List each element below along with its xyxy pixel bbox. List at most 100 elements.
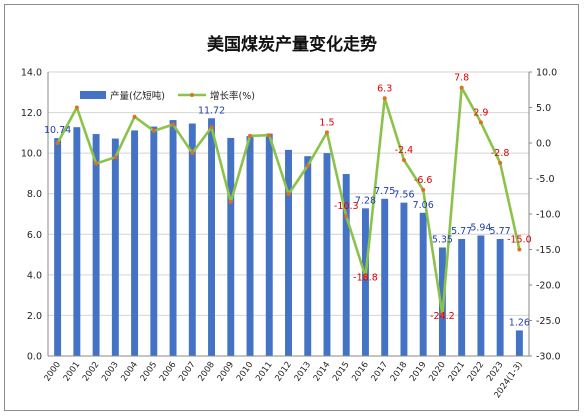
chart-title: 美国煤炭产量变化走势 [207,34,377,55]
growth-data-label: -6.6 [414,175,433,186]
line-layer [55,85,522,317]
growth-point [74,105,79,110]
left-axis-tick-label: 12.0 [21,108,42,119]
growth-point [113,155,118,160]
growth-data-label: 7.8 [454,73,469,84]
left-axis-tick-label: 6.0 [27,230,42,241]
bar [381,198,389,356]
growth-point [132,114,137,119]
bar [92,134,100,356]
growth-point [286,192,291,197]
x-tick-label: 2010 [235,360,256,383]
right-axis-tick-label: -30.0 [536,352,561,363]
bar [496,238,504,356]
x-tick-label: 2018 [389,360,410,383]
bar [150,126,158,356]
growth-point [440,312,445,317]
right-axis-tick-label: -25.0 [536,316,561,327]
bar [304,156,312,356]
x-tick-label: 2006 [158,360,179,383]
growth-point [228,199,233,204]
bar [265,133,273,356]
growth-data-label: -18.8 [353,272,378,283]
bar [342,174,350,356]
x-tick-label: 2022 [466,360,487,383]
bar [208,118,216,356]
left-axis-tick-label: 4.0 [27,270,42,281]
bar [131,130,139,356]
growth-data-label: 2.9 [473,107,488,118]
x-tick-label: 2008 [196,360,217,383]
growth-point [401,158,406,163]
growth-point [324,130,329,135]
growth-point [421,187,426,192]
x-tick-label: 2002 [81,360,102,383]
legend: 产量(亿短吨) 增长率(%) [80,90,255,102]
bar-data-label: 7.75 [374,186,395,197]
bar [458,238,466,356]
growth-point [209,125,214,130]
growth-point [55,141,60,145]
growth-point [382,96,387,101]
growth-data-label: -15.0 [507,235,532,246]
bar [515,330,523,356]
bar [477,235,485,356]
legend-bar-swatch [80,91,106,99]
bar [227,137,235,356]
growth-point [94,161,99,166]
x-tick-label: 2000 [42,360,63,383]
x-tick-label: 2012 [273,360,294,383]
bar [111,138,119,356]
growth-point [363,274,368,279]
growth-point [459,85,464,90]
right-axis-tick-label: -15.0 [536,245,561,256]
bar-data-label: 5.94 [470,223,491,234]
left-axis-tick-label: 8.0 [27,189,42,200]
right-axis-tick-label: -10.0 [536,210,561,221]
bar-data-label: 1.26 [509,317,530,328]
label-layer: 10.7411.727.287.757.567.065.355.775.945.… [44,73,532,329]
left-axis-tick-label: 10.0 [21,149,42,160]
bar-data-label: 5.77 [490,226,511,237]
growth-data-label: -10.3 [334,201,359,212]
bar-data-label: 5.35 [432,234,453,245]
growth-point [151,128,156,133]
bar-data-label: 7.06 [413,200,434,211]
bar-data-label: 10.74 [44,125,71,136]
bar [188,123,196,356]
growth-data-label: -24.2 [430,311,455,322]
x-tick-label: 2009 [216,360,237,383]
bar-data-label: 11.72 [198,105,225,116]
growth-data-label: 1.5 [319,117,334,128]
legend-line-label: 增长率(%) [210,90,255,102]
growth-point [248,133,253,138]
right-axis-tick-label: 5.0 [536,103,551,114]
growth-point [344,214,349,219]
left-axis-tick-label: 2.0 [27,311,42,322]
growth-data-label: 6.3 [377,83,392,94]
growth-point [517,247,522,252]
x-tick-label: 2011 [254,360,275,383]
growth-point [498,160,503,165]
bar [54,138,62,356]
growth-point [305,163,310,168]
bar [73,127,81,356]
x-tick-label: 2015 [331,360,352,383]
bar [246,136,254,356]
right-axis-tick-label: 0.0 [536,139,551,150]
bar [285,149,292,356]
legend-bar-label: 产量(亿短吨) [110,90,165,102]
growth-point [478,120,483,125]
bar [400,202,408,356]
growth-point [267,133,272,138]
x-tick-label: 2013 [293,360,314,383]
left-axis-tick-label: 14.0 [21,68,42,79]
x-tick-label: 2020 [427,360,448,383]
bar-layer [54,118,523,356]
x-tick-label: 2005 [139,360,160,383]
bar-data-label: 5.77 [451,226,472,237]
x-tick-label: 2017 [370,360,391,383]
growth-point [190,150,195,155]
growth-data-label: -2.8 [491,148,510,159]
